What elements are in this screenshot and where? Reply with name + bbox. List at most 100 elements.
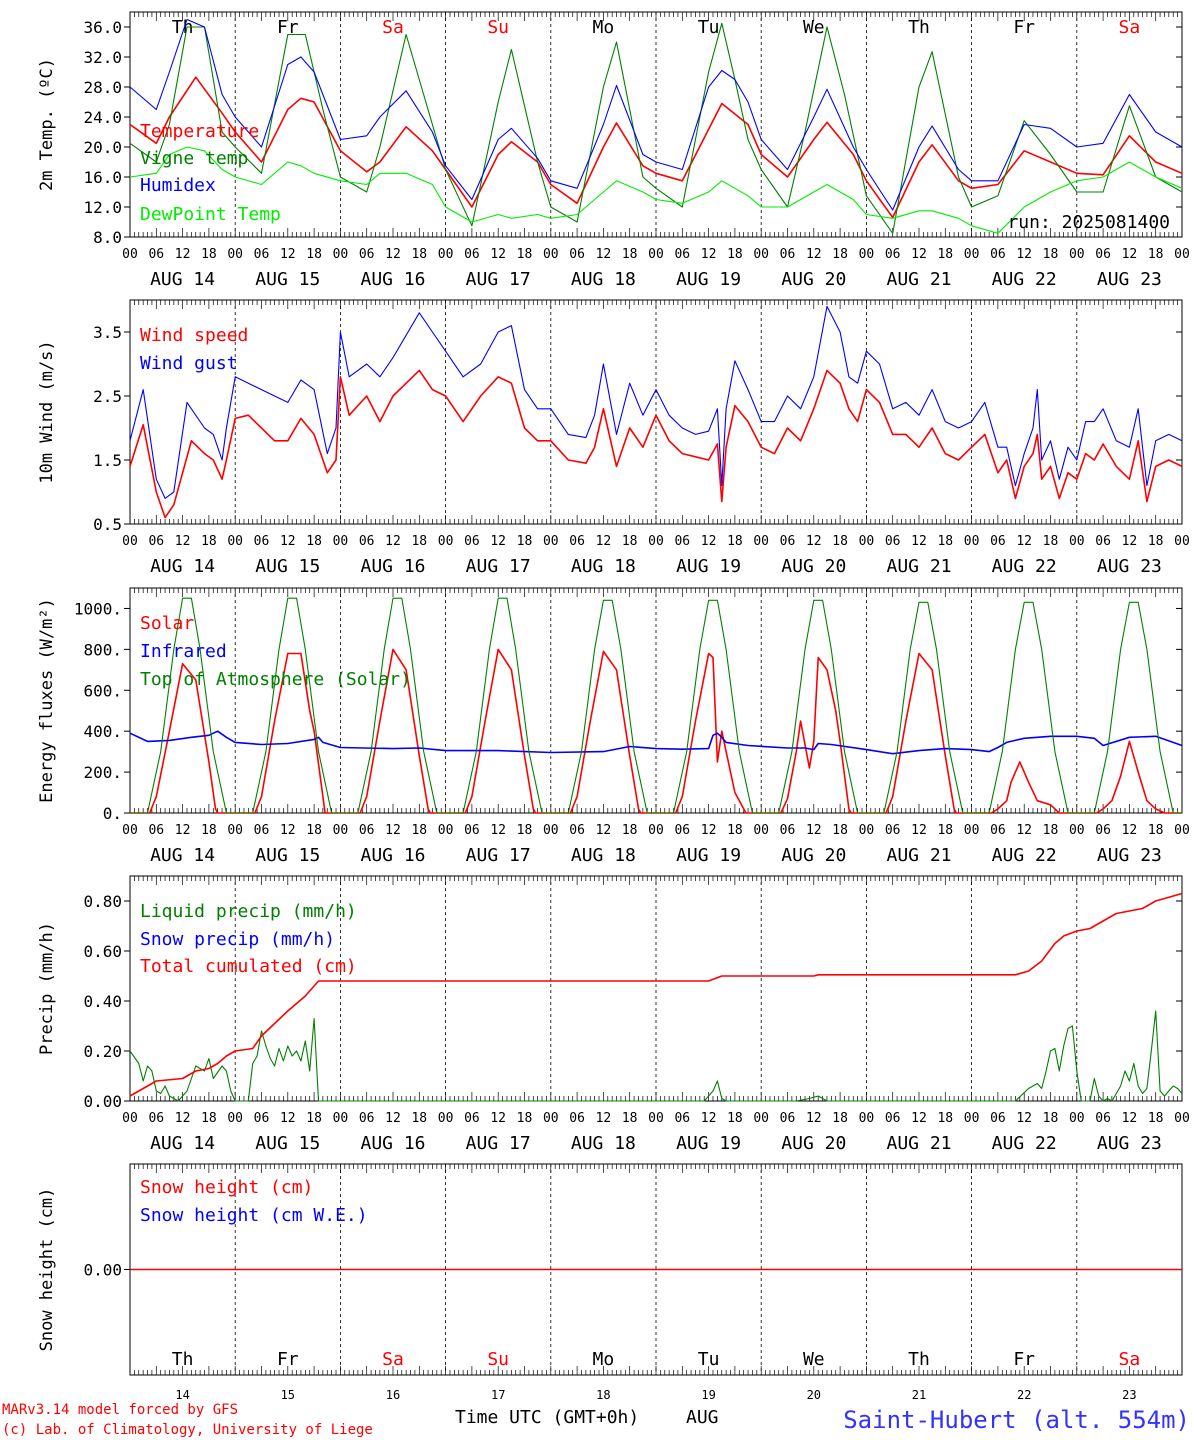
x-date-label: AUG 18 <box>571 269 636 290</box>
legend-entry: Humidex <box>140 175 216 196</box>
x-tick-label: 06 <box>569 823 585 838</box>
x-tick-label: 18 <box>1043 534 1059 549</box>
x-tick-label: 18 <box>832 823 848 838</box>
x-tick-label: 00 <box>543 1111 559 1126</box>
x-date-label: AUG 17 <box>466 269 531 290</box>
series-line-vigne-temp <box>129 22 1183 234</box>
x-axis-label: Time UTC (GMT+0h) <box>455 1407 639 1428</box>
x-tick-label: 06 <box>464 823 480 838</box>
y-tick-label: 1000. <box>74 599 122 618</box>
x-date-label: AUG 18 <box>571 845 636 866</box>
x-date-label: AUG 19 <box>676 556 741 577</box>
day-of-week-label: We <box>803 17 825 38</box>
x-date-label: AUG 14 <box>150 845 215 866</box>
x-tick-label: 06 <box>1095 247 1111 262</box>
y-tick-label: 12.0 <box>83 198 122 217</box>
x-tick-label: 06 <box>674 823 690 838</box>
x-tick-label: 12 <box>175 247 191 262</box>
x-tick-label: 18 <box>306 1111 322 1126</box>
x-tick-label: 18 <box>1043 1111 1059 1126</box>
x-tick-label: 18 <box>622 247 638 262</box>
series-line-solar <box>130 648 1182 814</box>
day-number-label: 21 <box>912 1388 926 1402</box>
legend-entry: Wind gust <box>140 353 238 374</box>
plot-frame <box>129 299 1183 525</box>
x-tick-label: 12 <box>596 1111 612 1126</box>
x-tick-label: 00 <box>438 534 454 549</box>
x-date-label: AUG 21 <box>886 556 951 577</box>
x-tick-label: 18 <box>1148 247 1164 262</box>
x-tick-label: 00 <box>1174 534 1190 549</box>
y-axis-label: Precip (mm/h) <box>37 922 57 1055</box>
y-tick-label: 0.40 <box>83 992 122 1011</box>
x-date-label: AUG 19 <box>676 1133 741 1154</box>
x-date-label: AUG 17 <box>466 845 531 866</box>
y-tick-label: 0.00 <box>83 1092 122 1111</box>
x-tick-label: 06 <box>674 534 690 549</box>
x-tick-label: 06 <box>990 823 1006 838</box>
y-tick-label: 0.80 <box>83 892 122 911</box>
x-tick-label: 12 <box>701 823 717 838</box>
x-tick-label: 12 <box>596 247 612 262</box>
x-tick-label: 00 <box>543 823 559 838</box>
x-date-label: AUG 14 <box>150 1133 215 1154</box>
x-tick-label: 12 <box>175 1111 191 1126</box>
x-tick-label: 00 <box>1174 1111 1190 1126</box>
x-tick-label: 00 <box>543 534 559 549</box>
x-tick-label: 06 <box>464 1111 480 1126</box>
x-axis-month: AUG <box>686 1407 719 1428</box>
x-tick-label: 12 <box>490 1111 506 1126</box>
x-tick-label: 06 <box>885 247 901 262</box>
x-tick-label: 12 <box>806 534 822 549</box>
x-tick-label: 12 <box>911 1111 927 1126</box>
x-tick-label: 12 <box>701 1111 717 1126</box>
x-tick-label: 12 <box>385 1111 401 1126</box>
x-tick-label: 00 <box>1069 534 1085 549</box>
legend-entry: Solar <box>140 613 194 634</box>
day-number-label: 15 <box>281 1388 295 1402</box>
x-tick-label: 18 <box>411 247 427 262</box>
x-date-label: AUG 23 <box>1097 556 1162 577</box>
y-tick-label: 3.5 <box>93 323 122 342</box>
x-tick-label: 18 <box>727 1111 743 1126</box>
x-date-label: AUG 14 <box>150 269 215 290</box>
credit-line-1: MARv3.14 model forced by GFS <box>2 1402 238 1418</box>
credit-line-2: (c) Lab. of Climatology, University of L… <box>2 1422 373 1438</box>
x-tick-label: 00 <box>1069 1111 1085 1126</box>
x-date-label: AUG 14 <box>150 556 215 577</box>
x-date-label: AUG 17 <box>466 556 531 577</box>
x-tick-label: 00 <box>964 823 980 838</box>
x-tick-label: 18 <box>727 247 743 262</box>
x-tick-label: 12 <box>1122 823 1138 838</box>
y-tick-label: 400. <box>83 722 122 741</box>
x-tick-label: 00 <box>438 823 454 838</box>
x-tick-label: 06 <box>254 823 270 838</box>
x-date-label: AUG 16 <box>360 269 425 290</box>
day-of-week-label: We <box>803 1349 825 1370</box>
day-of-week-label: Sa <box>382 17 404 38</box>
x-tick-label: 18 <box>517 534 533 549</box>
x-tick-label: 00 <box>859 247 875 262</box>
y-tick-label: 32.0 <box>83 48 122 67</box>
x-date-label: AUG 21 <box>886 1133 951 1154</box>
x-tick-label: 00 <box>964 247 980 262</box>
x-tick-label: 12 <box>1122 534 1138 549</box>
y-axis-label: Snow height (cm) <box>37 1188 57 1352</box>
day-number-label: 23 <box>1122 1388 1136 1402</box>
x-tick-label: 00 <box>122 823 138 838</box>
x-date-label: AUG 15 <box>255 556 320 577</box>
x-tick-label: 12 <box>490 247 506 262</box>
day-number-label: 16 <box>386 1388 400 1402</box>
x-tick-label: 00 <box>1174 823 1190 838</box>
x-tick-label: 12 <box>490 823 506 838</box>
x-date-label: AUG 19 <box>676 269 741 290</box>
x-date-label: AUG 15 <box>255 1133 320 1154</box>
series-line-temperature <box>129 76 1183 219</box>
y-tick-label: 0. <box>103 804 122 823</box>
x-tick-label: 12 <box>911 823 927 838</box>
series-line-wind-gust <box>129 305 1183 499</box>
y-tick-label: 36.0 <box>83 18 122 37</box>
x-tick-label: 18 <box>937 823 953 838</box>
x-tick-label: 06 <box>569 1111 585 1126</box>
